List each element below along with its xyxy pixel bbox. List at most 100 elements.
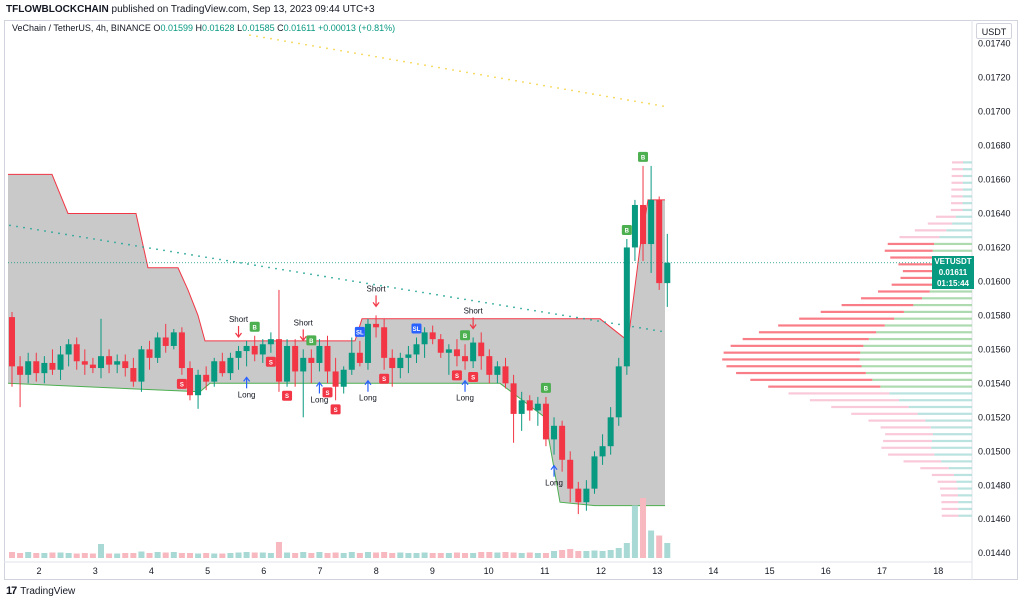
yellow-trend-dot (431, 65, 433, 68)
teal-trend-dot (408, 289, 410, 292)
signal-badge-label: B (253, 325, 258, 331)
yellow-trend-dot (480, 73, 482, 76)
x-tick-label: 6 (261, 566, 266, 576)
volume-bar (275, 542, 282, 558)
yellow-trend-dot (494, 76, 496, 79)
volume-bar (518, 553, 525, 558)
long-label: Long (456, 394, 474, 403)
short-arrow-head (469, 324, 477, 330)
chart-frame[interactable] (4, 20, 1018, 580)
volume-bar (397, 552, 404, 558)
volume-profile-down-bar (820, 310, 904, 313)
teal-trend-dot (576, 316, 578, 319)
volume-bar (648, 530, 655, 558)
volume-profile-up-bar (955, 215, 972, 218)
candle-body (526, 400, 533, 411)
candle-body (518, 400, 525, 414)
volume-bar (106, 553, 113, 558)
candle-body (114, 361, 121, 365)
candle-body (373, 323, 380, 328)
symbol-label: VeChain / TetherUS, 4h, BINANCE (12, 23, 151, 33)
teal-trend-dot (275, 267, 277, 270)
volume-bar (130, 553, 137, 558)
teal-trend-dot (191, 254, 193, 256)
volume-profile-up-bar (946, 229, 972, 232)
short-label: Short (464, 306, 484, 315)
channel-upper-line (8, 173, 665, 342)
volume-profile-down-bar (883, 439, 932, 443)
candle-body (9, 317, 15, 367)
volume-bar (259, 552, 266, 558)
volume-profile-up-bar (962, 208, 972, 212)
currency-selector[interactable]: USDT (976, 23, 1012, 39)
yellow-trend-dot (592, 93, 594, 95)
volume-profile-down-bar (952, 161, 963, 164)
signal-badge-label: B (625, 228, 630, 234)
yellow-trend-dot (466, 71, 468, 74)
volume-profile-up-bar (865, 371, 972, 375)
close-label: C (277, 23, 284, 33)
teal-trend-dot (415, 290, 417, 293)
yellow-trend-dot (662, 105, 664, 107)
volume-bar (89, 553, 96, 558)
candle-body (49, 362, 56, 370)
volume-bar (122, 553, 129, 558)
volume-bar (219, 553, 226, 558)
candle-body (195, 374, 202, 396)
volume-profile-up-bar (868, 337, 972, 341)
teal-trend-dot (282, 268, 284, 271)
candle-body (421, 332, 428, 345)
volume-profile-down-bar (951, 181, 963, 184)
candle-body (146, 349, 153, 358)
teal-trend-dot (527, 308, 529, 311)
volume-bar (316, 552, 323, 558)
candle-body (308, 357, 315, 363)
volume-bar (494, 552, 501, 558)
short-arrow-head (299, 335, 307, 342)
x-tick-label: 5 (205, 566, 210, 576)
teal-trend-dot (261, 265, 263, 268)
volume-profile-down-bar (903, 460, 942, 463)
y-tick-label: 0.01440 (978, 548, 1011, 558)
volume-profile-up-bar (872, 378, 972, 381)
candle-body (89, 364, 96, 369)
yellow-trend-dot (529, 82, 531, 85)
candle-body (154, 337, 161, 358)
volume-profile-up-bar (931, 439, 972, 443)
teal-trend-dot (16, 225, 18, 228)
volume-bar (81, 553, 88, 558)
signal-badge-label: B (544, 386, 549, 392)
candle-body (486, 356, 493, 375)
candle-body (648, 199, 655, 245)
yellow-trend-dot (319, 46, 321, 49)
signal-badge (354, 326, 365, 337)
volume-profile-up-bar (941, 460, 972, 463)
high-label: H (195, 23, 203, 33)
volume-bar (57, 552, 64, 558)
candle-body (502, 366, 509, 384)
yellow-trend-dot (543, 84, 545, 87)
yellow-trend-dot (368, 54, 370, 57)
teal-trend-dot (331, 276, 333, 279)
volume-profile-down-bar (750, 378, 873, 381)
yellow-trend-dot (550, 85, 552, 88)
yellow-trend-dot (459, 70, 461, 73)
teal-trend-dot (289, 269, 291, 272)
candle-body (332, 371, 339, 387)
volume-profile-down-bar (888, 453, 935, 456)
signal-badge (176, 378, 187, 389)
volume-profile-down-bar (799, 317, 895, 320)
teal-trend-dot (142, 246, 144, 248)
volume-profile-up-bar (860, 351, 972, 354)
volume-profile-down-bar (931, 473, 954, 477)
teal-trend-dot (471, 299, 473, 302)
volume-profile-down-bar (730, 344, 864, 347)
volume-bar (195, 553, 202, 558)
signal-badge-label: S (326, 391, 330, 397)
tradingview-logo[interactable]: 17 TradingView (6, 584, 75, 598)
volume-profile-up-bar (939, 236, 972, 239)
candle-body (462, 356, 469, 362)
price-tag-price: 0.01611 (938, 267, 968, 277)
long-arrow-head (461, 379, 469, 386)
